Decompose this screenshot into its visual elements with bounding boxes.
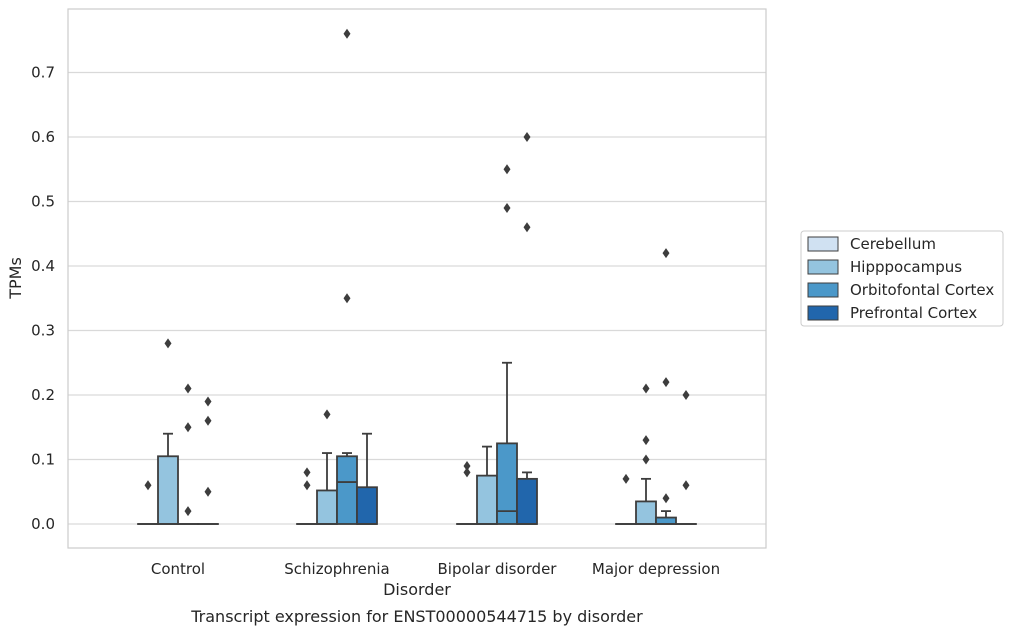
- outlier-point: [184, 422, 192, 433]
- outlier-point: [503, 164, 511, 175]
- y-tick-label: 0.2: [31, 386, 55, 404]
- y-tick-label: 0.5: [31, 193, 55, 211]
- legend-frame: [800, 230, 1004, 327]
- x-tick-labels: Control Schizophrenia Bipolar disorder Majo…: [151, 560, 720, 578]
- box-group: [516, 132, 538, 525]
- x-tick-label: Schizophrenia: [284, 560, 389, 578]
- plot-marks: [137, 28, 697, 525]
- box-group: [655, 248, 677, 525]
- box-group: [635, 383, 657, 525]
- x-tick-label: Major depression: [592, 560, 720, 578]
- box-group: [456, 460, 478, 525]
- outlier-point: [144, 480, 152, 491]
- box-group: [197, 396, 219, 525]
- outlier-point: [184, 383, 192, 394]
- y-tick-label: 0.3: [31, 322, 55, 340]
- outlier-point: [463, 467, 471, 478]
- outlier-point: [642, 383, 650, 394]
- outlier-point: [642, 454, 650, 465]
- outlier-point: [164, 338, 172, 349]
- y-tick-label: 0.1: [31, 451, 55, 469]
- box-group: [356, 432, 378, 525]
- outlier-point: [343, 293, 351, 304]
- legend: Cerebellum Hipppocampus Orbitofontal Corte…: [800, 230, 1004, 327]
- box: [655, 516, 677, 525]
- box: [356, 486, 378, 525]
- chart-caption: Transcript expression for ENST0000054471…: [190, 607, 643, 626]
- box-group: [336, 28, 358, 525]
- x-tick-label: Bipolar disorder: [438, 560, 558, 578]
- outlier-point: [323, 409, 331, 420]
- outlier-point: [662, 248, 670, 259]
- legend-swatch: [807, 282, 839, 298]
- outlier-point: [662, 377, 670, 388]
- box: [336, 455, 358, 525]
- box-group: [476, 445, 498, 525]
- y-tick-labels: 0.0 0.1 0.2 0.3 0.4 0.5 0.6 0.7: [31, 64, 55, 534]
- legend-swatch: [807, 259, 839, 275]
- box-group: [177, 383, 199, 525]
- outlier-point: [622, 473, 630, 484]
- box-group: [675, 390, 697, 525]
- y-tick-label: 0.7: [31, 64, 55, 82]
- legend-swatch: [807, 236, 839, 252]
- outlier-point: [303, 467, 311, 478]
- box-group: [137, 480, 159, 525]
- box-group: [316, 409, 338, 525]
- box: [635, 500, 657, 525]
- box-group: [296, 467, 318, 525]
- y-tick-label: 0.6: [31, 128, 55, 146]
- outlier-point: [463, 460, 471, 471]
- outlier-point: [303, 480, 311, 491]
- outlier-point: [523, 222, 531, 233]
- plot-frame: [67, 8, 767, 549]
- outlier-point: [662, 493, 670, 504]
- box: [516, 477, 538, 525]
- legend-swatch: [807, 305, 839, 321]
- y-tick-label: 0.0: [31, 515, 55, 533]
- x-tick-label: Control: [151, 560, 205, 578]
- y-tick-label: 0.4: [31, 257, 55, 275]
- box: [157, 455, 179, 525]
- outlier-point: [204, 486, 212, 497]
- box-group: [615, 473, 637, 525]
- box-group: [157, 338, 179, 525]
- x-axis-label: Disorder: [383, 580, 451, 599]
- legend-label: Orbitofontal Cortex: [850, 281, 994, 299]
- outlier-point: [682, 480, 690, 491]
- y-gridlines: [68, 71, 766, 525]
- legend-label: Hipppocampus: [850, 258, 962, 276]
- outlier-point: [343, 28, 351, 39]
- outlier-point: [523, 132, 531, 142]
- y-axis-label: TPMs: [6, 257, 25, 300]
- outlier-point: [204, 415, 212, 426]
- box: [476, 474, 498, 525]
- outlier-point: [204, 396, 212, 407]
- legend-label: Cerebellum: [850, 235, 936, 253]
- legend-label: Prefrontal Cortex: [850, 304, 977, 322]
- outlier-point: [184, 506, 192, 517]
- outlier-point: [642, 435, 650, 446]
- box-group: [496, 164, 518, 525]
- outlier-point: [682, 390, 690, 400]
- outlier-point: [503, 202, 511, 213]
- box: [316, 489, 338, 525]
